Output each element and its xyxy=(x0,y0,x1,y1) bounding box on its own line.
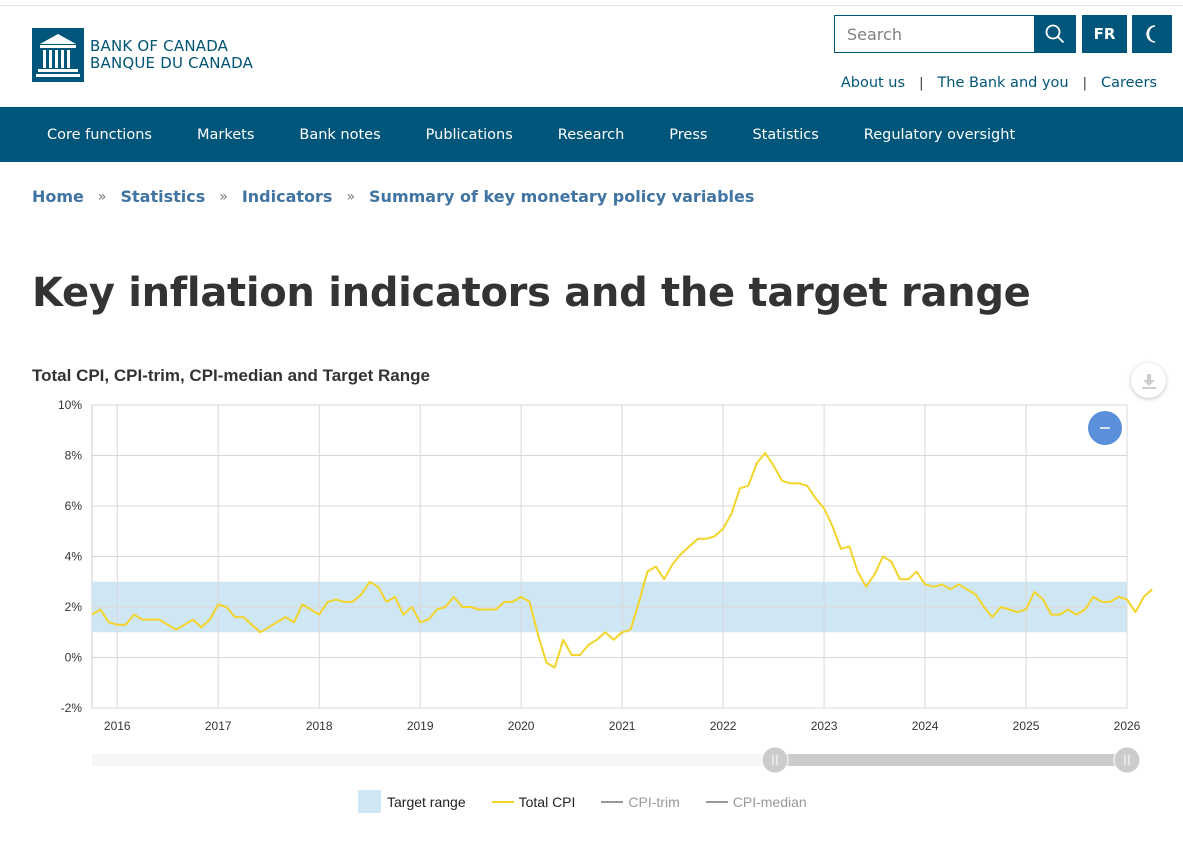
breadcrumb: Home » Statistics » Indicators » Summary… xyxy=(32,187,754,206)
y-tick-label: 8% xyxy=(65,449,83,463)
moon-icon xyxy=(1146,25,1156,43)
legend-total-cpi[interactable]: Total CPI xyxy=(491,793,576,810)
logo-line-english: BANK OF CANADA xyxy=(90,37,229,55)
legend-swatch-target-range xyxy=(358,790,381,813)
breadcrumb-separator: » xyxy=(219,188,228,205)
nav-bank-notes[interactable]: Bank notes xyxy=(299,126,381,143)
breadcrumb-statistics[interactable]: Statistics xyxy=(120,187,206,206)
search-button[interactable] xyxy=(1034,15,1076,53)
utility-links: About us | The Bank and you | Careers xyxy=(841,75,1157,91)
y-tick-label: 4% xyxy=(65,550,83,564)
breadcrumb-separator: » xyxy=(97,188,107,205)
y-tick-label: -2% xyxy=(61,701,83,715)
search-icon xyxy=(1045,24,1065,44)
x-tick-label: 2021 xyxy=(609,719,636,733)
zoom-out-button[interactable] xyxy=(1088,411,1122,445)
language-toggle-button[interactable]: FR xyxy=(1082,15,1127,53)
nav-markets[interactable]: Markets xyxy=(196,126,255,143)
nav-core-functions[interactable]: Core functions xyxy=(47,126,152,143)
x-tick-label: 2019 xyxy=(407,719,434,733)
bank-building-icon xyxy=(32,28,84,82)
legend-label-total-cpi: Total CPI xyxy=(518,793,576,810)
top-border xyxy=(0,0,1183,6)
nav-regulatory-oversight[interactable]: Regulatory oversight xyxy=(863,126,1016,143)
download-icon xyxy=(1141,373,1156,389)
main-navigation: Core functions Markets Bank notes Public… xyxy=(0,107,1183,162)
legend-label-target-range: Target range xyxy=(387,793,466,810)
x-tick-label: 2018 xyxy=(306,719,333,733)
dark-mode-button[interactable] xyxy=(1132,15,1172,53)
x-tick-label: 2022 xyxy=(710,719,737,733)
y-tick-label: 0% xyxy=(65,651,83,665)
x-tick-label: 2026 xyxy=(1114,719,1141,733)
chart-title: Total CPI, CPI-trim, CPI-median and Targ… xyxy=(32,366,430,385)
x-tick-label: 2024 xyxy=(912,719,939,733)
breadcrumb-indicators[interactable]: Indicators xyxy=(241,187,333,206)
navigator-handle-right[interactable] xyxy=(1113,746,1141,774)
bank-and-you-link[interactable]: The Bank and you xyxy=(937,75,1069,91)
breadcrumb-home[interactable]: Home xyxy=(32,187,84,206)
search-bar xyxy=(834,15,1076,53)
x-tick-label: 2023 xyxy=(811,719,838,733)
download-button[interactable] xyxy=(1131,363,1166,398)
legend-swatch-cpi-median xyxy=(705,800,728,803)
util-separator: | xyxy=(919,75,924,91)
nav-press[interactable]: Press xyxy=(669,126,708,143)
series-line-total-cpi xyxy=(91,452,1153,669)
y-tick-label: 10% xyxy=(58,398,82,412)
logo-text: BANK OF CANADA BANQUE DU CANADA xyxy=(90,38,253,72)
chart-legend: Target range Total CPI CPI-trim CPI-medi… xyxy=(358,790,833,813)
util-separator: | xyxy=(1082,75,1087,91)
nav-publications[interactable]: Publications xyxy=(425,126,513,143)
x-tick-label: 2020 xyxy=(508,719,535,733)
x-tick-label: 2017 xyxy=(205,719,232,733)
breadcrumb-summary[interactable]: Summary of key monetary policy variables xyxy=(369,187,755,206)
logo-line-french: BANQUE DU CANADA xyxy=(90,54,254,72)
legend-cpi-median[interactable]: CPI-median xyxy=(705,793,807,810)
legend-label-cpi-trim: CPI-trim xyxy=(628,793,680,810)
y-tick-label: 6% xyxy=(65,499,83,513)
logo[interactable]: BANK OF CANADA BANQUE DU CANADA xyxy=(32,28,253,82)
navigator-selected-range xyxy=(775,754,1127,766)
legend-target-range[interactable]: Target range xyxy=(358,790,466,813)
careers-link[interactable]: Careers xyxy=(1100,75,1157,91)
inflation-chart: -2% 0% 2% 4% 6% 8% 10% 2016 2017 2018 2019 2020 2021… xyxy=(58,398,1153,774)
legend-label-cpi-median: CPI-median xyxy=(732,793,807,810)
y-tick-label: 2% xyxy=(65,600,83,614)
legend-swatch-total-cpi xyxy=(491,800,514,803)
legend-swatch-cpi-trim xyxy=(601,800,624,803)
nav-research[interactable]: Research xyxy=(557,126,625,143)
x-tick-label: 2025 xyxy=(1013,719,1040,733)
page-title: Key inflation indicators and the target … xyxy=(32,270,1031,316)
search-input[interactable] xyxy=(834,15,1034,53)
about-us-link[interactable]: About us xyxy=(840,75,906,91)
legend-cpi-trim[interactable]: CPI-trim xyxy=(601,793,680,810)
x-tick-label: 2016 xyxy=(104,719,131,733)
breadcrumb-separator: » xyxy=(346,188,356,205)
navigator-handle-left[interactable] xyxy=(761,746,789,774)
nav-statistics[interactable]: Statistics xyxy=(752,126,819,143)
